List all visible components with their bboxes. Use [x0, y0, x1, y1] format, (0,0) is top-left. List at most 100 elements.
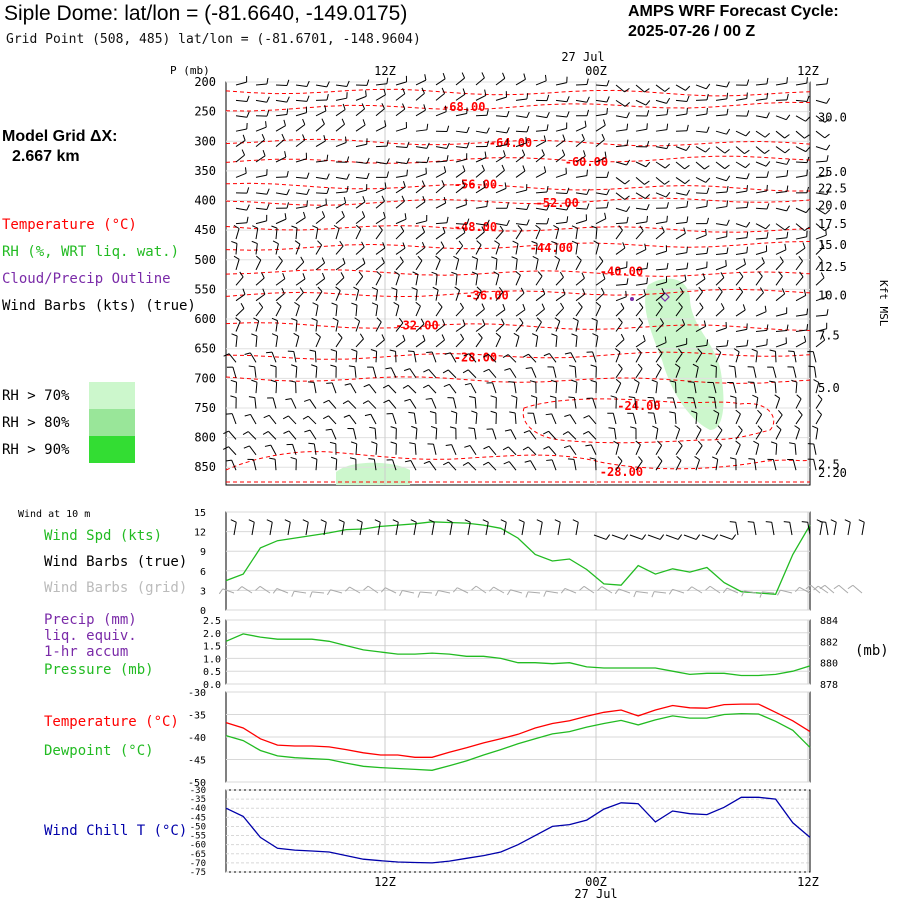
wind-barb: [495, 182, 507, 194]
wind-barb-staff: [775, 261, 784, 271]
wind-barb-staff: [315, 320, 318, 332]
wind-barb-flag: [293, 332, 300, 337]
wind-barb-staff: [755, 207, 768, 210]
wind-barb-staff: [432, 443, 437, 455]
wind-barb-staff: [615, 192, 626, 200]
wind-barb-staff: [575, 277, 585, 286]
wind-barb-staff: [375, 161, 387, 165]
wind-barb: [795, 256, 803, 271]
wind-barb-staff: [488, 461, 497, 471]
wind-barb-staff: [235, 128, 247, 132]
wind-barb: [415, 180, 426, 194]
wind-barb-true: [356, 519, 363, 536]
wind-barb-flag: [678, 348, 683, 354]
wind-barb-flag: [824, 209, 831, 215]
wind-barb-grid: [435, 590, 451, 597]
wind-barb-flag: [657, 440, 662, 446]
wind-barb-true: [719, 534, 737, 540]
wind-barb-staff: [655, 306, 663, 317]
wind-barb: [371, 441, 378, 455]
wind-barb: [715, 260, 727, 271]
wind-barb-staff: [615, 129, 627, 132]
wind-barb-flag: [446, 216, 449, 223]
wind-barb-flag: [266, 77, 269, 85]
wind-barb-staff: [555, 173, 567, 178]
wind-barb: [775, 256, 784, 271]
wind-barb-staff: [515, 229, 523, 240]
wind-barb-flag: [466, 218, 470, 225]
wind-barb-flag: [651, 379, 658, 383]
wind-barb-true-flag: [731, 534, 737, 540]
wind-barb-staff: [548, 430, 557, 440]
wind-barb-flag: [784, 148, 790, 154]
wind-barb: [715, 230, 728, 240]
wind-barb-flag: [241, 149, 246, 156]
wind-barb-flag: [664, 87, 670, 92]
wind-barb-flag: [312, 302, 319, 306]
wind-barb-staff: [395, 340, 406, 348]
wind-barb-grid-flag: [543, 590, 547, 597]
wind-barb-staff: [335, 123, 345, 132]
wind-barb-flag: [349, 457, 356, 460]
wind-barb-staff: [675, 252, 687, 255]
wind-barb-staff: [495, 309, 506, 317]
wind-barb-flag: [646, 204, 650, 210]
wind-barb-staff: [255, 259, 262, 271]
wind-barb-flag: [390, 441, 397, 445]
wind-barb-staff: [435, 171, 446, 178]
wind-barb-flag: [708, 396, 715, 399]
wind-barb-staff: [255, 126, 267, 132]
wind-barb: [555, 96, 570, 103]
wind-barb-staff: [415, 340, 426, 348]
wind-barb-flag: [646, 141, 650, 148]
wind-barb: [333, 224, 340, 240]
wind-barb-flag: [291, 318, 298, 322]
wind-barb-flag: [606, 201, 609, 208]
wind-barb-flag: [826, 77, 829, 84]
wind-barb-flag: [502, 446, 509, 451]
wind-barb: [295, 134, 306, 147]
wind-barb-flag: [582, 430, 589, 435]
wind-barb-staff: [715, 352, 722, 363]
wind-barb-staff: [595, 192, 607, 196]
wind-barb: [332, 317, 339, 332]
wind-barb-flag: [589, 457, 596, 460]
wind-barb: [787, 366, 797, 378]
wind-barb: [251, 333, 258, 347]
wind-barb-flag: [344, 136, 347, 143]
wind-barb-flag: [402, 88, 406, 94]
wind-barb-staff: [675, 367, 681, 378]
wind-spd-label: Wind Spd (kts): [44, 528, 163, 544]
wind-barb: [535, 124, 549, 132]
wind-barb: [495, 150, 506, 163]
wind-barb-flag: [813, 379, 820, 383]
wind-barb: [675, 287, 684, 302]
wind-barb-flag: [449, 426, 456, 429]
wind-barb-flag: [342, 400, 349, 405]
wind-barb-flag: [271, 225, 278, 229]
wind-barb: [775, 205, 791, 212]
wind-barb: [729, 457, 737, 471]
wind-barb: [495, 219, 510, 227]
wind-barb-grid: [847, 584, 863, 594]
wind-barb: [475, 226, 485, 240]
wind-barb-flag: [789, 442, 796, 445]
wind-barb-staff: [675, 292, 684, 302]
wind-barb: [450, 410, 458, 424]
wind-barb-flag: [466, 142, 470, 149]
wind-barb-flag: [460, 333, 465, 340]
wind-barb-flag: [502, 72, 506, 79]
wind-barb-staff: [715, 445, 723, 456]
wind-barb-staff: [575, 293, 586, 302]
wind-barb-flag: [502, 354, 509, 358]
wind-barb-staff: [275, 84, 288, 87]
wind-barb: [355, 119, 366, 132]
wind-barb: [532, 333, 539, 347]
isotherm-line: [225, 288, 811, 298]
wind-barb-flag: [726, 175, 731, 182]
wind-barb: [363, 384, 377, 394]
wind-barb-flag: [546, 204, 550, 211]
wind-barb-staff: [675, 84, 686, 91]
wind-barb-true: [783, 521, 793, 536]
wind-barb-flag: [726, 247, 729, 254]
